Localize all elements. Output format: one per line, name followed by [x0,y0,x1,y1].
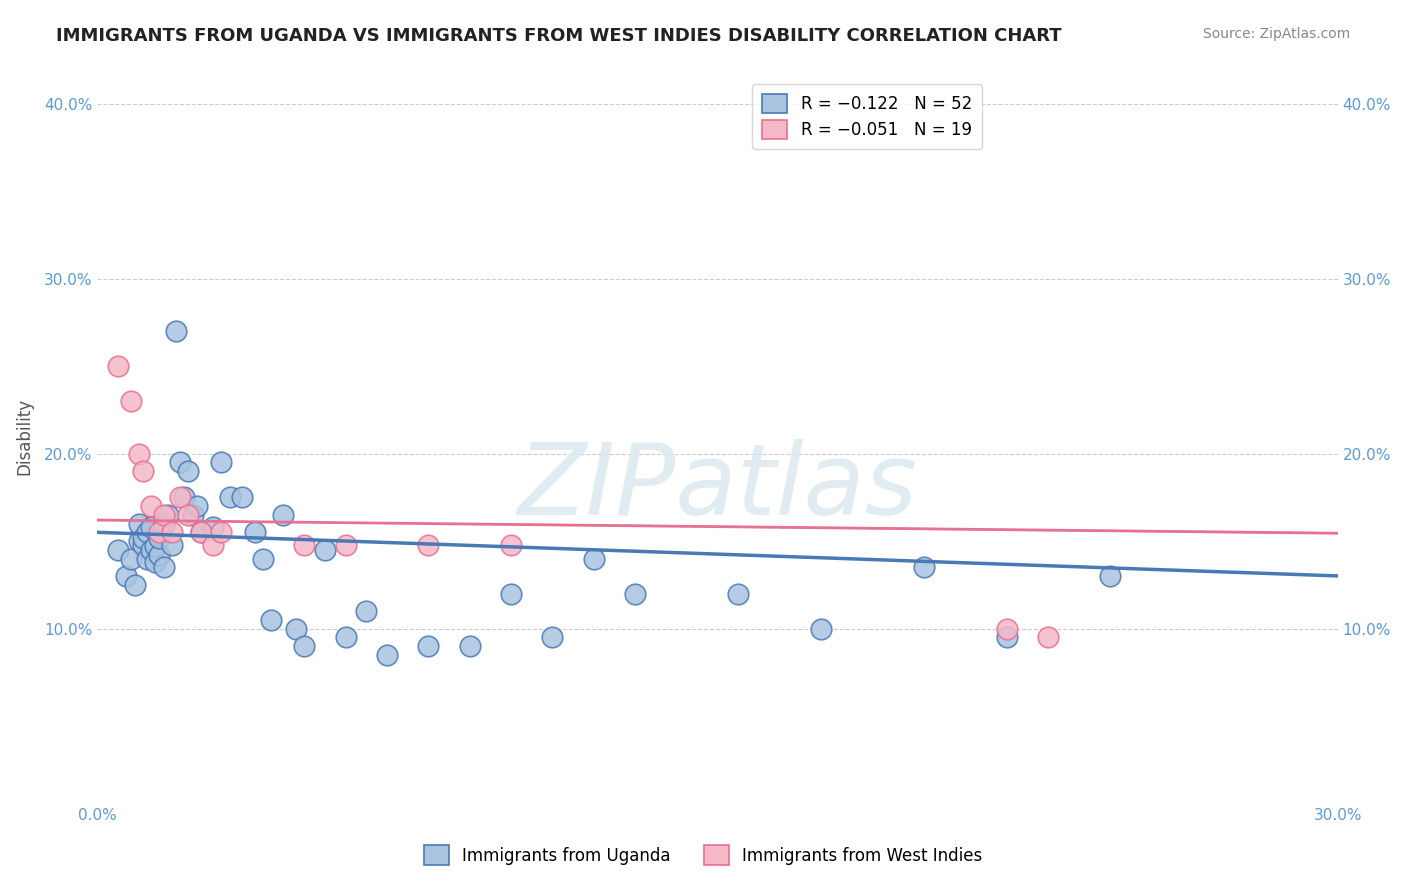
Point [160,525,183,540]
Point [190,525,212,540]
Point [211,525,233,540]
Point [152,560,174,574]
Point [128,534,150,549]
Point [132,531,155,545]
Point [132,538,155,552]
Point [141,542,163,557]
Point [418,639,440,653]
Point [202,520,225,534]
Point [148,525,170,540]
Point [143,539,166,553]
Point [128,516,150,531]
Point [160,538,183,552]
Text: IMMIGRANTS FROM UGANDA VS IMMIGRANTS FROM WEST INDIES DISABILITY CORRELATION CHA: IMMIGRANTS FROM UGANDA VS IMMIGRANTS FRO… [56,27,1062,45]
Point [252,551,274,566]
Point [231,491,253,505]
Point [173,491,195,505]
Point [810,622,832,636]
Point [120,394,142,409]
Point [499,586,522,600]
Point [177,508,200,522]
Point [354,604,377,618]
Point [141,499,163,513]
Point [314,542,336,557]
Point [165,324,187,338]
Point [115,569,138,583]
Point [132,464,155,478]
Legend: Immigrants from Uganda, Immigrants from West Indies: Immigrants from Uganda, Immigrants from … [413,836,993,875]
Point [120,551,142,566]
Point [148,531,170,545]
Point [541,631,564,645]
Point [292,639,315,653]
Point [136,551,159,566]
Point [284,622,307,636]
Point [218,491,240,505]
Point [107,542,129,557]
Legend: R = −0.122   N = 52, R = −0.051   N = 19: R = −0.122 N = 52, R = −0.051 N = 19 [752,84,981,149]
Point [152,516,174,531]
Point [124,578,146,592]
Point [136,525,159,540]
Y-axis label: Disability: Disability [15,398,32,475]
Point [186,499,208,513]
Point [624,586,647,600]
Point [260,613,283,627]
Point [727,586,749,600]
Point [181,508,204,522]
Point [335,631,357,645]
Point [169,455,191,469]
Point [177,464,200,478]
Point [143,555,166,569]
Text: ZIPatlas: ZIPatlas [517,439,918,536]
Point [273,508,295,522]
Point [107,359,129,373]
Point [1099,569,1122,583]
Point [375,648,398,662]
Point [582,551,605,566]
Point [499,538,522,552]
Point [1038,631,1060,645]
Point [458,639,481,653]
Point [912,560,935,574]
Point [152,508,174,522]
Point [128,446,150,460]
Point [202,538,225,552]
Point [418,538,440,552]
Point [995,622,1018,636]
Point [190,525,212,540]
Point [995,631,1018,645]
Point [243,525,266,540]
Point [169,491,191,505]
Point [211,455,233,469]
Point [141,520,163,534]
Point [335,538,357,552]
Point [148,548,170,562]
Point [292,538,315,552]
Point [156,508,179,522]
Text: Source: ZipAtlas.com: Source: ZipAtlas.com [1202,27,1350,41]
